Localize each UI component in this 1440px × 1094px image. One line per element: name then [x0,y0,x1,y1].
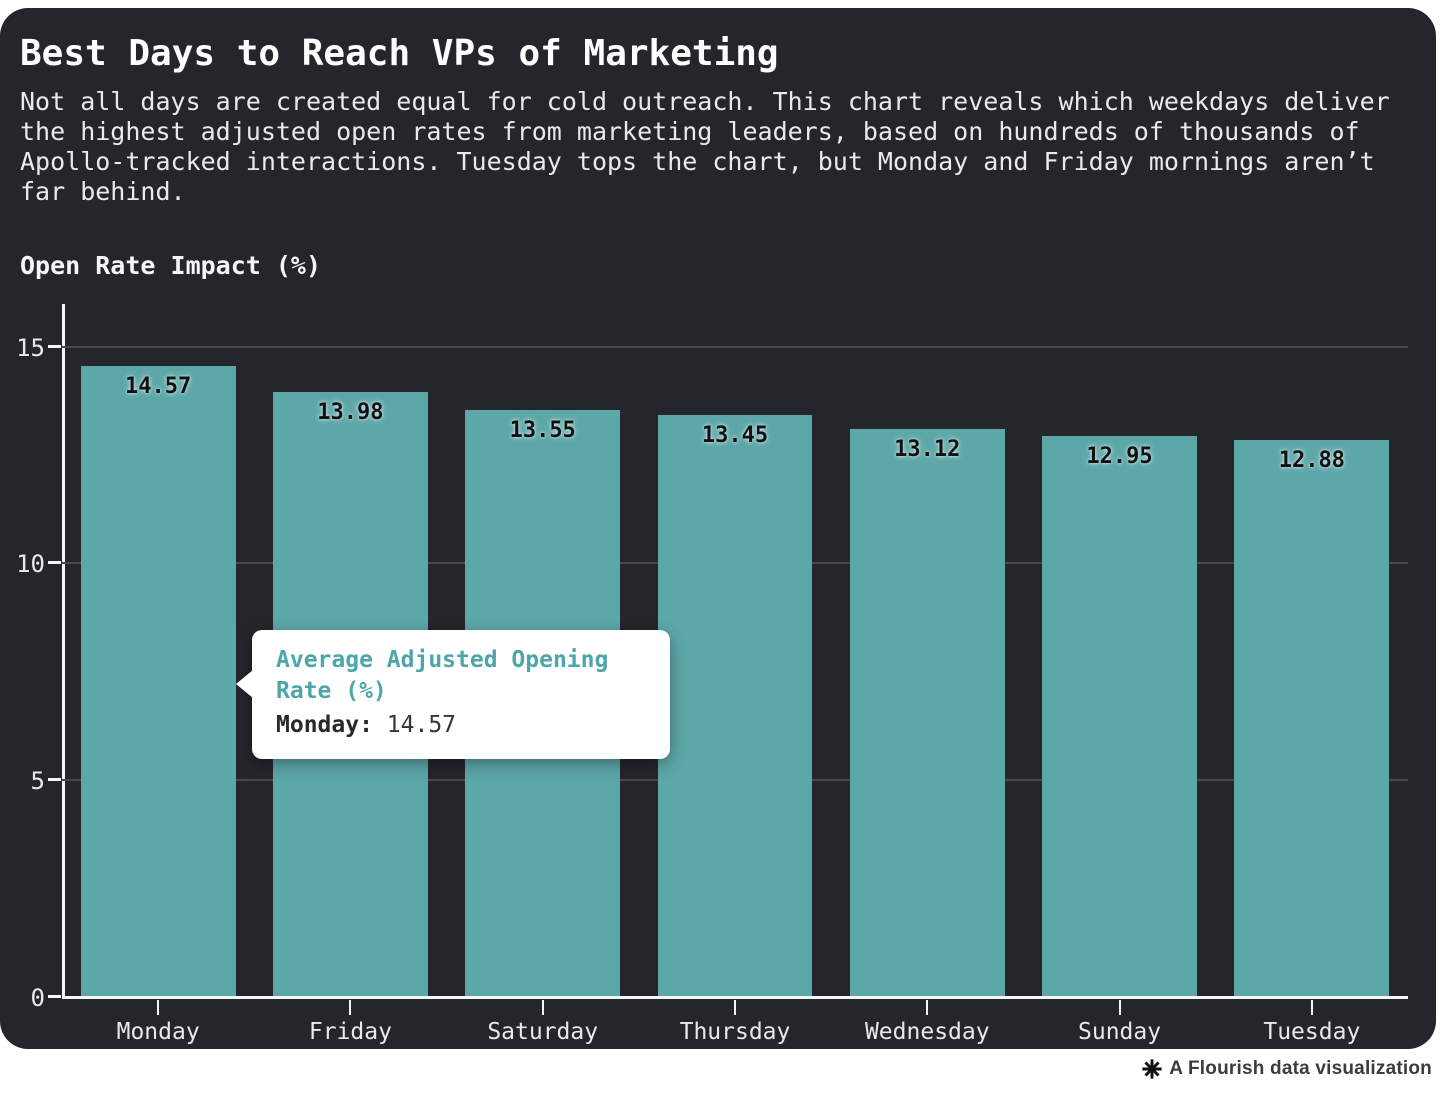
y-tick-label-10: 10 [16,550,45,579]
tooltip-series-name: Average Adjusted Opening Rate (%) [276,647,609,705]
tooltip: Average Adjusted Opening Rate (%) Monday… [236,630,670,760]
x-axis-label-thursday: Thursday [679,1019,791,1046]
x-axis-label-saturday: Saturday [487,1019,599,1046]
chart-footer: A Flourish data visualization [0,1058,1432,1080]
bar-value-label-friday: 13.98 [317,399,384,425]
x-axis-labels: Monday Friday Saturday Thursday Wednesday Sun… [62,1019,1408,1047]
bar-value-label-tuesday: 12.88 [1278,447,1345,473]
plot-area: 14.57 13.98 13.55 13.45 13.12 12.95 12.88 Aver… [16,304,1408,1016]
y-tick-label-15: 15 [16,333,45,362]
bar-value-label-monday: 14.57 [125,374,192,400]
y-tick-15 [48,344,61,348]
tooltip-value: 14.57 [386,712,457,739]
tooltip-arrow [236,670,253,699]
x-axis-label-friday: Friday [308,1019,392,1046]
bar-value-label-saturday: 13.55 [509,418,576,444]
bar-sunday[interactable]: 12.95 [1042,436,1197,999]
bar-slot-monday: 14.57 [62,304,254,1016]
y-tick-10 [48,561,61,565]
x-tick-tuesday [1310,1000,1313,1016]
bar-value-label-wednesday: 13.12 [894,437,961,463]
x-axis-line [62,996,1408,1000]
chart-title: Best Days to Reach VPs of Marketing [20,33,779,74]
x-tick-friday [349,1000,352,1016]
x-axis-label-sunday: Sunday [1078,1019,1162,1046]
y-tick-5 [48,778,61,782]
tooltip-row: Monday: 14.57 [276,709,646,741]
bar-slot-wednesday: 13.12 [831,304,1023,1016]
bar-wednesday[interactable]: 13.12 [849,429,1005,999]
chart-card: Best Days to Reach VPs of Marketing Not … [0,8,1436,1049]
bar-thursday[interactable]: 13.45 [657,414,813,999]
bar-tuesday[interactable]: 12.88 [1234,439,1390,999]
gridline-15 [62,345,1408,348]
chart-subtitle: Not all days are created equal for cold … [20,87,1390,207]
flourish-credit-link[interactable]: A Flourish data visualization [1141,1058,1432,1080]
x-axis-label-monday: Monday [116,1019,200,1046]
x-axis-label-wednesday: Wednesday [864,1019,990,1046]
flourish-asterisk-icon [1141,1058,1163,1080]
x-tick-thursday [733,1000,736,1016]
y-tick-label-5: 5 [30,767,45,796]
y-axis-line [62,304,65,999]
x-axis-label-tuesday: Tuesday [1263,1019,1361,1046]
bar-monday[interactable]: 14.57 [80,366,236,999]
x-tick-wednesday [926,1000,929,1016]
tooltip-category: Monday: [276,712,373,739]
bar-slot-sunday: 12.95 [1023,304,1215,1016]
y-axis-title: Open Rate Impact (%) [20,251,322,281]
y-tick-0 [48,995,61,999]
bar-slot-tuesday: 12.88 [1216,304,1408,1016]
bar-value-label-thursday: 13.45 [701,422,769,448]
footer-text: A Flourish data visualization [1169,1058,1432,1079]
x-tick-sunday [1118,1000,1121,1016]
x-tick-saturday [541,1000,544,1016]
y-tick-label-0: 0 [30,984,45,1013]
bar-slot-thursday: 13.45 [639,304,831,1016]
bar-value-label-sunday: 12.95 [1086,444,1153,470]
x-tick-monday [157,1000,160,1016]
